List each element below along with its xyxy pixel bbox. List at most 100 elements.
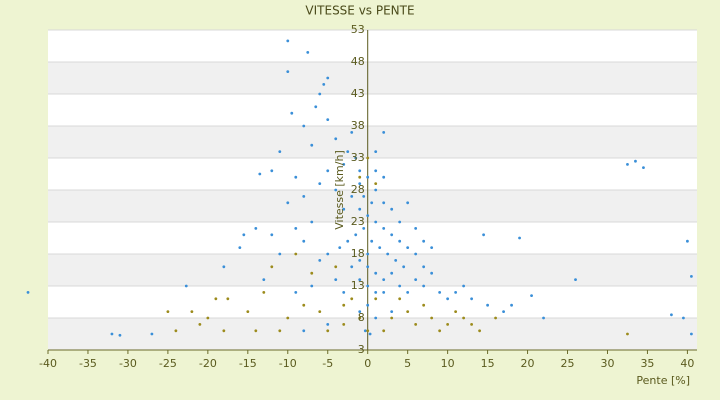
point	[350, 195, 354, 198]
point	[518, 236, 521, 240]
point	[362, 227, 366, 230]
point	[366, 265, 370, 269]
point	[318, 310, 322, 313]
point	[414, 278, 418, 281]
point	[398, 284, 402, 288]
point	[446, 297, 450, 301]
chart-title: VITESSE vs PENTE	[305, 4, 414, 18]
x-tick-label: -25	[159, 357, 177, 370]
point	[406, 201, 410, 205]
point	[358, 278, 362, 281]
point	[326, 118, 330, 121]
point	[374, 297, 378, 301]
point	[374, 291, 378, 294]
point	[626, 332, 629, 336]
point	[238, 246, 242, 250]
point	[430, 271, 434, 275]
point	[370, 239, 374, 243]
point	[358, 169, 362, 173]
point	[406, 246, 410, 250]
point	[374, 169, 378, 173]
x-tick-label: -5	[322, 357, 333, 370]
point	[184, 284, 188, 288]
point	[270, 233, 274, 237]
point	[398, 239, 402, 243]
y-tick-label: 13	[351, 279, 365, 292]
point	[270, 169, 274, 173]
point	[310, 271, 314, 275]
point	[502, 310, 505, 313]
point	[290, 111, 294, 115]
point	[302, 329, 306, 333]
point	[294, 175, 298, 179]
point	[342, 303, 346, 307]
point	[294, 291, 298, 294]
point	[206, 316, 210, 320]
point	[350, 265, 354, 269]
point	[286, 316, 290, 320]
point	[342, 163, 346, 166]
point	[390, 207, 394, 211]
point	[310, 220, 314, 224]
x-tick-label: 30	[600, 357, 614, 370]
point	[150, 332, 154, 336]
point	[326, 76, 330, 80]
point	[374, 182, 378, 186]
point	[270, 265, 274, 269]
point	[318, 182, 322, 186]
x-tick-label: 5	[404, 357, 411, 370]
point	[294, 227, 298, 230]
point	[406, 310, 410, 313]
point	[358, 259, 362, 262]
point	[366, 284, 370, 288]
x-tick-label: 40	[680, 357, 694, 370]
point	[414, 252, 418, 256]
point	[354, 233, 358, 237]
point	[254, 329, 258, 333]
point	[118, 333, 122, 337]
grid-band	[48, 126, 697, 158]
point	[226, 297, 230, 301]
point	[342, 291, 346, 294]
point	[286, 201, 290, 205]
point	[358, 207, 362, 211]
x-tick-label: -40	[39, 357, 57, 370]
point	[318, 259, 322, 262]
point	[386, 252, 390, 256]
point	[326, 252, 330, 256]
point	[390, 310, 394, 313]
point	[278, 329, 282, 333]
point	[354, 156, 358, 160]
point	[542, 316, 545, 320]
point	[262, 291, 266, 294]
point	[478, 329, 482, 333]
point	[486, 303, 489, 307]
point	[398, 297, 402, 301]
point	[382, 329, 386, 333]
point	[430, 246, 434, 250]
point	[350, 297, 354, 301]
point	[470, 323, 474, 326]
point	[390, 271, 394, 275]
y-tick-label: 53	[351, 23, 365, 36]
point	[462, 316, 466, 320]
point	[494, 316, 497, 320]
point	[350, 131, 354, 134]
point	[642, 166, 645, 170]
point	[454, 310, 458, 313]
point	[346, 239, 350, 243]
point	[310, 284, 314, 288]
point	[374, 271, 378, 275]
point	[318, 92, 322, 96]
y-tick-label: 23	[351, 215, 365, 228]
point	[334, 137, 338, 141]
point	[310, 143, 314, 147]
point	[370, 201, 374, 205]
point	[302, 124, 306, 128]
point	[363, 329, 367, 333]
point	[338, 246, 342, 250]
point	[390, 233, 394, 237]
point	[342, 207, 346, 211]
point	[278, 150, 282, 154]
point	[382, 131, 386, 134]
